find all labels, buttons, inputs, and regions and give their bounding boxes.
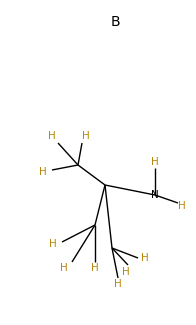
- Text: H: H: [91, 263, 99, 273]
- Text: N: N: [151, 190, 159, 200]
- Text: H: H: [151, 157, 159, 167]
- Text: H: H: [60, 263, 68, 273]
- Text: H: H: [82, 131, 90, 141]
- Text: H: H: [49, 239, 57, 249]
- Text: B: B: [110, 15, 120, 29]
- Text: H: H: [141, 253, 149, 263]
- Text: H: H: [48, 131, 56, 141]
- Text: H: H: [114, 279, 122, 289]
- Text: H: H: [178, 201, 186, 211]
- Text: H: H: [39, 167, 47, 177]
- Text: H: H: [122, 267, 130, 277]
